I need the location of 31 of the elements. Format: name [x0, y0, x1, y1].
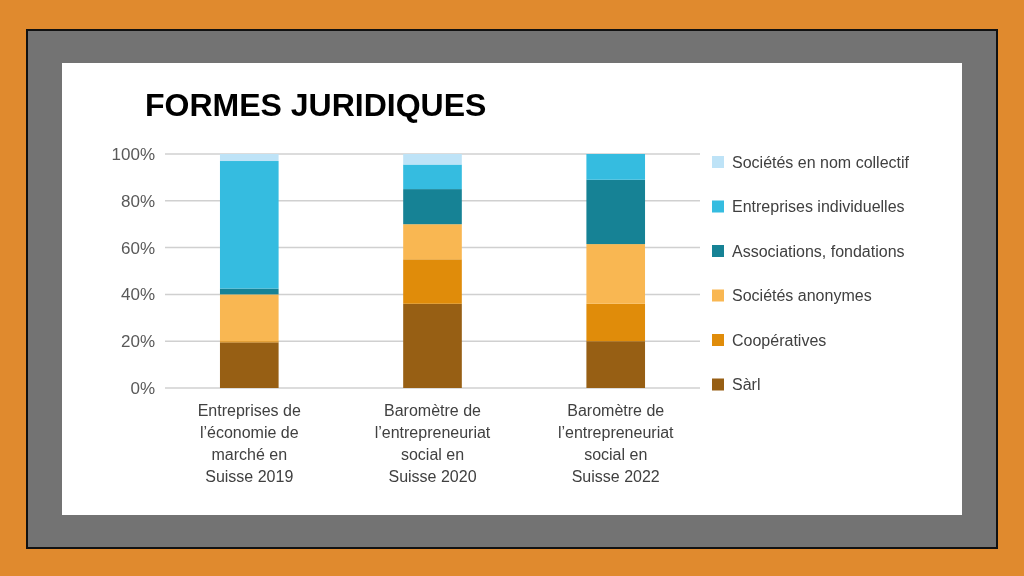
bar — [403, 189, 462, 225]
legend-label: Sociétés en nom collectif — [732, 153, 910, 171]
bar — [403, 303, 462, 388]
bar — [586, 303, 646, 342]
y-tick-label: 20% — [120, 332, 155, 352]
bar — [219, 161, 279, 289]
bar — [586, 154, 646, 180]
y-tick-label: 0% — [130, 378, 155, 398]
bar — [403, 224, 462, 260]
x-tick-label: Baromètre de l’entrepreneuriat social en Suisse 2022 — [557, 402, 675, 485]
bar — [219, 294, 279, 342]
y-tick-label: 80% — [120, 191, 155, 211]
bar — [586, 341, 646, 388]
x-tick-label: Entreprises de l’économie de marché en Suisse 2019 — [197, 402, 301, 485]
y-tick-label: 60% — [120, 238, 155, 258]
legend-label: Sociétés anonymes — [732, 287, 872, 305]
legend-label: Sàrl — [732, 376, 761, 394]
legend-label: Entreprises individuelles — [732, 198, 905, 216]
y-tick-label: 40% — [120, 285, 155, 305]
chart-title: FORMES JURIDIQUES — [145, 87, 487, 123]
bar — [219, 154, 279, 162]
bar — [586, 244, 646, 304]
bar — [403, 259, 462, 304]
bar — [403, 154, 462, 165]
bar — [586, 179, 646, 245]
x-tick-label: Baromètre de l’entrepreneuriat social en Suisse 2020 — [374, 402, 491, 485]
bar — [403, 164, 462, 190]
legend-label: Coopératives — [732, 331, 827, 349]
legend-label: Associations, fondations — [732, 242, 905, 260]
y-tick-label: 100% — [111, 144, 155, 164]
bar — [219, 342, 279, 388]
